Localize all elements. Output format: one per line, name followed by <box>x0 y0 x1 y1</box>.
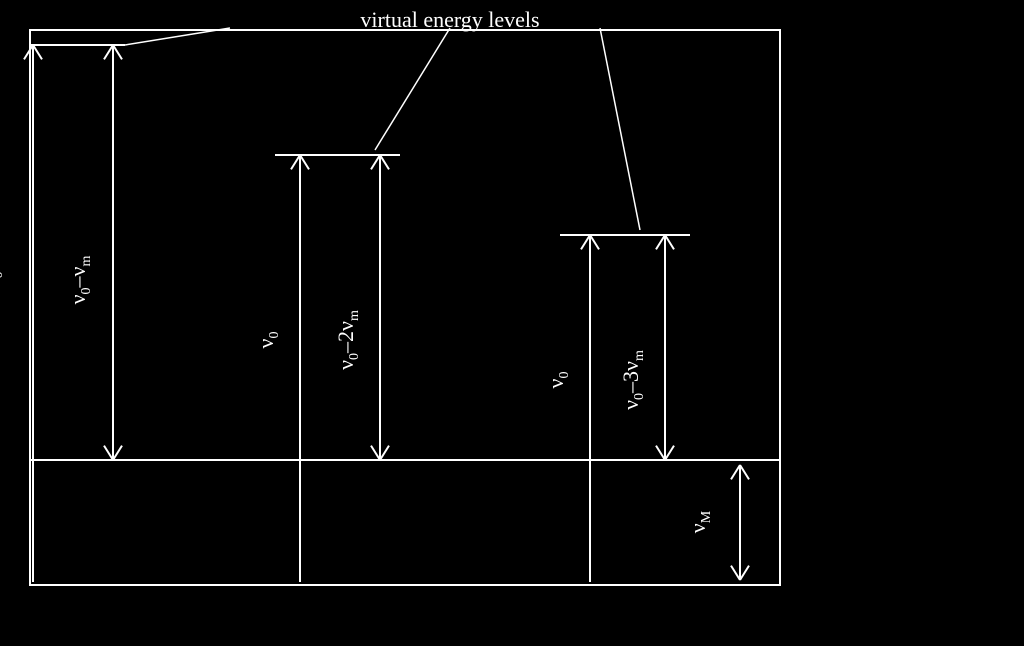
label-down-0: ν0–νm <box>65 256 95 305</box>
label-up-1: ν0 <box>253 332 283 349</box>
label-up-2-sub: 0 <box>557 372 572 379</box>
label-nuM-sub: M <box>699 511 714 523</box>
label-down-2: ν0–3νm <box>618 350 648 410</box>
label-down-0-sub: 0 <box>79 287 94 294</box>
label-down-0-suffix: –ν <box>65 266 90 287</box>
label-up-2-nu: ν <box>543 379 568 389</box>
leader-3 <box>600 28 640 230</box>
label-down-1-suffix-sub: m <box>347 310 362 321</box>
label-down-1-suffix: –2ν <box>333 321 358 353</box>
virtual-levels-label: virtual energy levels <box>360 7 539 33</box>
label-nuM: νM <box>685 511 715 533</box>
label-down-0-suffix-sub: m <box>79 256 94 267</box>
label-up-1-sub: 0 <box>267 332 282 339</box>
label-up-0-sub: 0 <box>0 272 6 279</box>
label-up-0: ν0 <box>0 272 7 289</box>
label-down-2-suffix: –3ν <box>618 361 643 393</box>
label-down-2-nu: ν <box>618 400 643 410</box>
label-down-1-nu: ν <box>333 360 358 370</box>
frame-rect <box>30 30 780 585</box>
label-down-2-suffix-sub: m <box>632 350 647 361</box>
label-down-1-sub: 0 <box>347 353 362 360</box>
label-up-1-nu: ν <box>253 339 278 349</box>
label-up-2: ν0 <box>543 372 573 389</box>
label-down-1: ν0–2νm <box>333 310 363 370</box>
label-nuM-nu: ν <box>685 523 710 533</box>
label-down-0-nu: ν <box>65 294 90 304</box>
leader-2 <box>375 28 450 150</box>
label-down-2-sub: 0 <box>632 393 647 400</box>
label-up-0-nu: ν <box>0 279 2 289</box>
